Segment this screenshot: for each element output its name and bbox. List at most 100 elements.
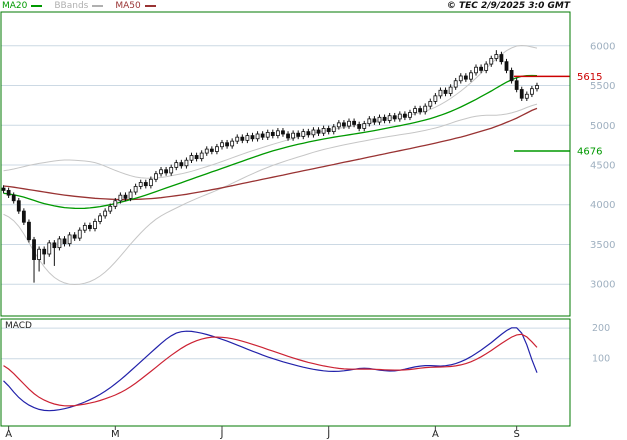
- month-label: J: [220, 429, 224, 440]
- candle: [189, 155, 194, 161]
- candle: [270, 132, 275, 136]
- candle: [514, 80, 519, 90]
- candle: [67, 234, 72, 245]
- macd-axis-label: 100: [592, 354, 610, 365]
- candle: [306, 131, 311, 136]
- legend-line-swatch: [31, 5, 43, 7]
- candle: [535, 85, 539, 90]
- candle: [240, 136, 245, 141]
- chart-legend: MA20 BBands MA50: [2, 1, 156, 11]
- macd-panel-label: MACD: [5, 321, 32, 331]
- candle: [311, 129, 316, 136]
- bb-upper-line: [3, 44, 538, 179]
- price-level-5615: 5615: [514, 72, 602, 83]
- legend-item-bbands: BBands: [54, 1, 104, 11]
- month-label: J: [326, 429, 330, 440]
- candle: [387, 115, 392, 121]
- candle: [352, 120, 356, 125]
- candle: [489, 58, 494, 65]
- candle: [133, 186, 138, 193]
- macd-lines: [3, 327, 538, 412]
- chart-header: MA20 BBands MA50 © TEC 2/9/2025 3:0 GMT: [2, 0, 570, 12]
- candles-layer: [1, 50, 539, 283]
- macd-gridlines: 100 200: [1, 323, 610, 365]
- candle: [123, 194, 128, 199]
- legend-label: BBands: [54, 1, 89, 11]
- ma50-line: [3, 107, 538, 201]
- candle: [250, 135, 255, 140]
- ma20-line: [3, 74, 538, 210]
- candle: [499, 54, 504, 63]
- candle: [291, 132, 296, 139]
- candle: [529, 88, 534, 95]
- candle: [418, 108, 423, 113]
- legend-label: MA20: [2, 1, 28, 11]
- candle: [255, 133, 260, 140]
- candle: [174, 162, 179, 168]
- candle: [220, 142, 224, 148]
- candle: [524, 93, 529, 99]
- candle: [342, 122, 346, 127]
- candle: [509, 70, 514, 82]
- month-label: M: [111, 429, 120, 440]
- candle: [438, 89, 443, 97]
- candle: [52, 242, 57, 249]
- candle: [154, 173, 158, 180]
- candle: [194, 155, 199, 160]
- candle: [275, 130, 280, 136]
- candle: [230, 140, 235, 147]
- candle: [453, 80, 458, 88]
- price-axis-label: 5000: [590, 121, 615, 132]
- candle: [47, 242, 52, 255]
- candle: [199, 152, 204, 160]
- candle: [37, 248, 42, 260]
- price-level-label: 5615: [577, 72, 602, 83]
- candle: [62, 238, 67, 245]
- candle: [184, 159, 189, 167]
- candle: [93, 221, 97, 229]
- candle: [118, 194, 123, 202]
- price-axis-label: 3500: [590, 240, 615, 251]
- macd-axis-label: 200: [592, 323, 610, 334]
- candle: [519, 89, 524, 99]
- candle: [484, 63, 489, 71]
- candle: [128, 191, 133, 199]
- price-axis-label: 3000: [590, 280, 615, 291]
- candle: [448, 86, 453, 94]
- month-label: A: [5, 429, 12, 440]
- candle: [245, 135, 250, 141]
- candle: [463, 75, 468, 80]
- legend-item-ma50: MA50: [115, 1, 156, 11]
- candle: [428, 101, 433, 107]
- candle: [301, 131, 306, 137]
- candle: [32, 239, 36, 260]
- legend-label: MA50: [115, 1, 141, 11]
- candle: [479, 66, 483, 71]
- signal-line: [3, 333, 538, 407]
- candle: [336, 122, 341, 128]
- price-axis-label: 5500: [590, 81, 615, 92]
- price-axis-label: 4500: [590, 160, 615, 171]
- candle: [27, 221, 31, 241]
- candle: [215, 146, 219, 152]
- price-panel-border: [0, 11, 571, 317]
- candle: [169, 166, 174, 174]
- candle: [377, 116, 382, 123]
- candle: [433, 95, 438, 102]
- candle: [88, 224, 92, 229]
- candle: [42, 248, 47, 255]
- price-level-4676: 4676: [514, 147, 602, 158]
- candle: [423, 105, 428, 113]
- candle: [347, 120, 351, 127]
- candle: [469, 72, 473, 80]
- candle: [1, 187, 6, 191]
- candle: [367, 118, 372, 125]
- candle: [458, 75, 463, 82]
- candle: [77, 229, 82, 239]
- month-label: A: [432, 429, 439, 440]
- candle: [164, 169, 169, 174]
- candle: [362, 123, 367, 129]
- macd-panel-border: [0, 318, 571, 427]
- candle: [402, 113, 407, 118]
